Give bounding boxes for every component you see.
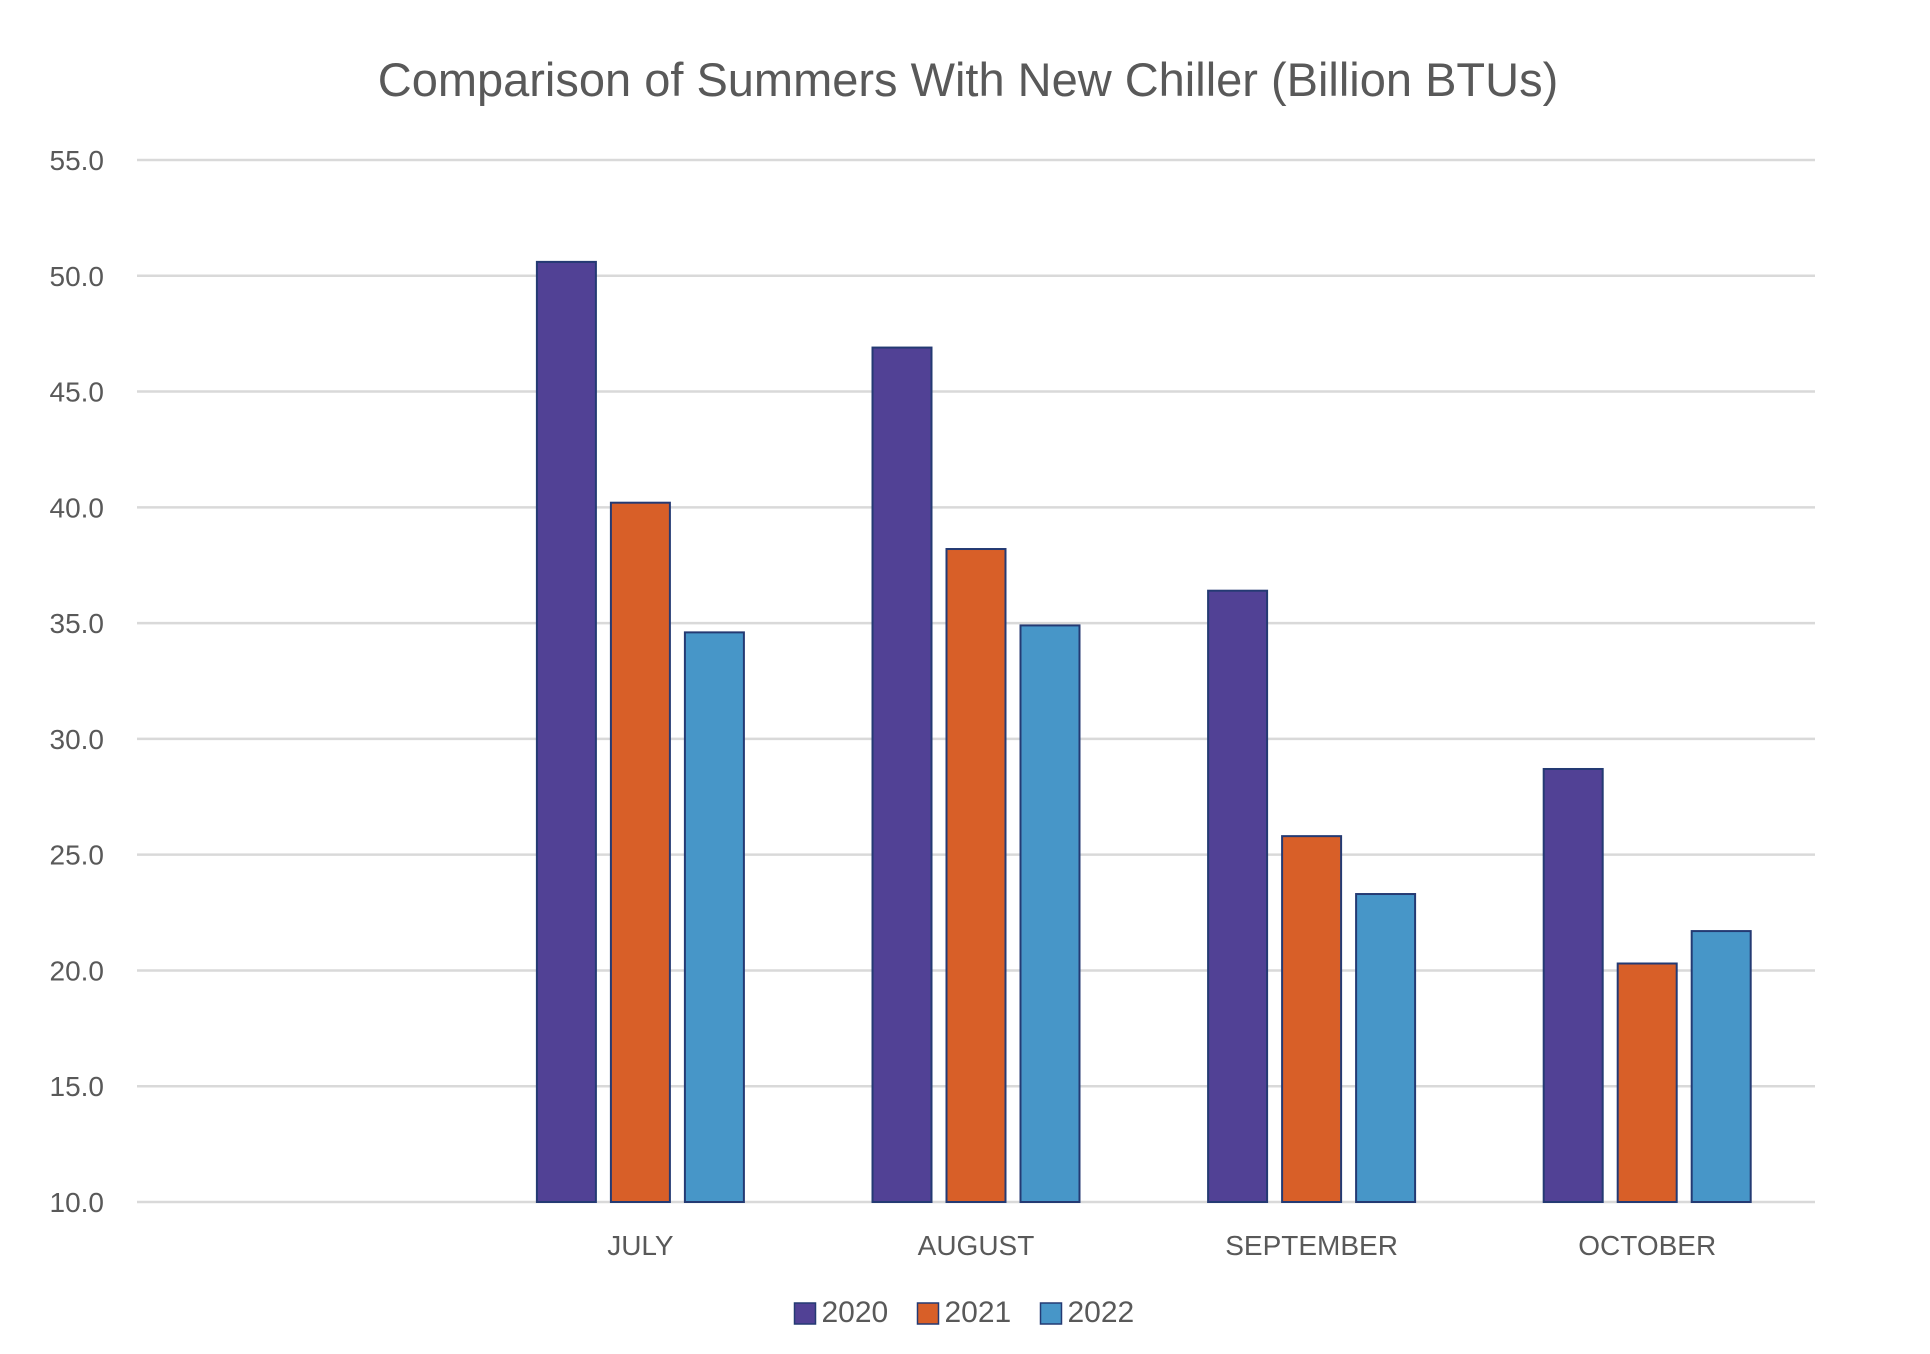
bar-2021-september	[1281, 835, 1343, 1203]
legend-label: 2021	[945, 1296, 1012, 1329]
chart-title: Comparison of Summers With New Chiller (…	[378, 53, 1559, 106]
legend-swatch	[1039, 1302, 1063, 1325]
legend-label: 2020	[822, 1296, 889, 1329]
bar-2022-august	[1019, 624, 1081, 1203]
y-tick-label: 10.0	[50, 1187, 105, 1218]
bar-2022-october	[1690, 930, 1752, 1204]
y-tick-label: 45.0	[50, 377, 105, 408]
legend-swatch	[793, 1302, 817, 1325]
x-tick-label: OCTOBER	[1578, 1230, 1716, 1261]
y-tick-label: 40.0	[50, 492, 105, 523]
bar-2021-october	[1616, 962, 1678, 1204]
legend: 2020 2021 2022	[793, 1296, 1135, 1329]
y-axis-tick-labels: 10.0 15.0 20.0 25.0 30.0 35.0 40.0 45.0 50.0 55.0	[50, 145, 105, 1218]
y-tick-label: 35.0	[50, 608, 105, 639]
x-tick-label: SEPTEMBER	[1225, 1230, 1398, 1261]
y-tick-label: 20.0	[50, 955, 105, 986]
x-tick-label: JULY	[607, 1230, 674, 1261]
bars	[535, 260, 1752, 1204]
legend-item-2022: 2022	[1039, 1296, 1135, 1329]
y-tick-label: 30.0	[50, 724, 105, 755]
bar-2020-july	[535, 260, 597, 1203]
bar-2020-october	[1542, 767, 1604, 1203]
legend-swatch	[916, 1302, 940, 1325]
x-axis-tick-labels: JULY AUGUST SEPTEMBER OCTOBER	[607, 1230, 1716, 1261]
x-tick-label: AUGUST	[918, 1230, 1035, 1261]
bar-2020-september	[1207, 589, 1269, 1203]
legend-label: 2022	[1068, 1296, 1135, 1329]
legend-item-2020: 2020	[793, 1296, 889, 1329]
legend-item-2021: 2021	[916, 1296, 1012, 1329]
y-tick-label: 55.0	[50, 145, 105, 176]
bar-2021-july	[609, 501, 671, 1203]
bar-2020-august	[871, 346, 933, 1203]
y-tick-label: 50.0	[50, 261, 105, 292]
y-tick-label: 25.0	[50, 840, 105, 871]
y-tick-label: 15.0	[50, 1071, 105, 1102]
bar-2022-july	[683, 631, 745, 1203]
bar-2021-august	[945, 548, 1007, 1203]
bar-2022-september	[1355, 893, 1417, 1204]
